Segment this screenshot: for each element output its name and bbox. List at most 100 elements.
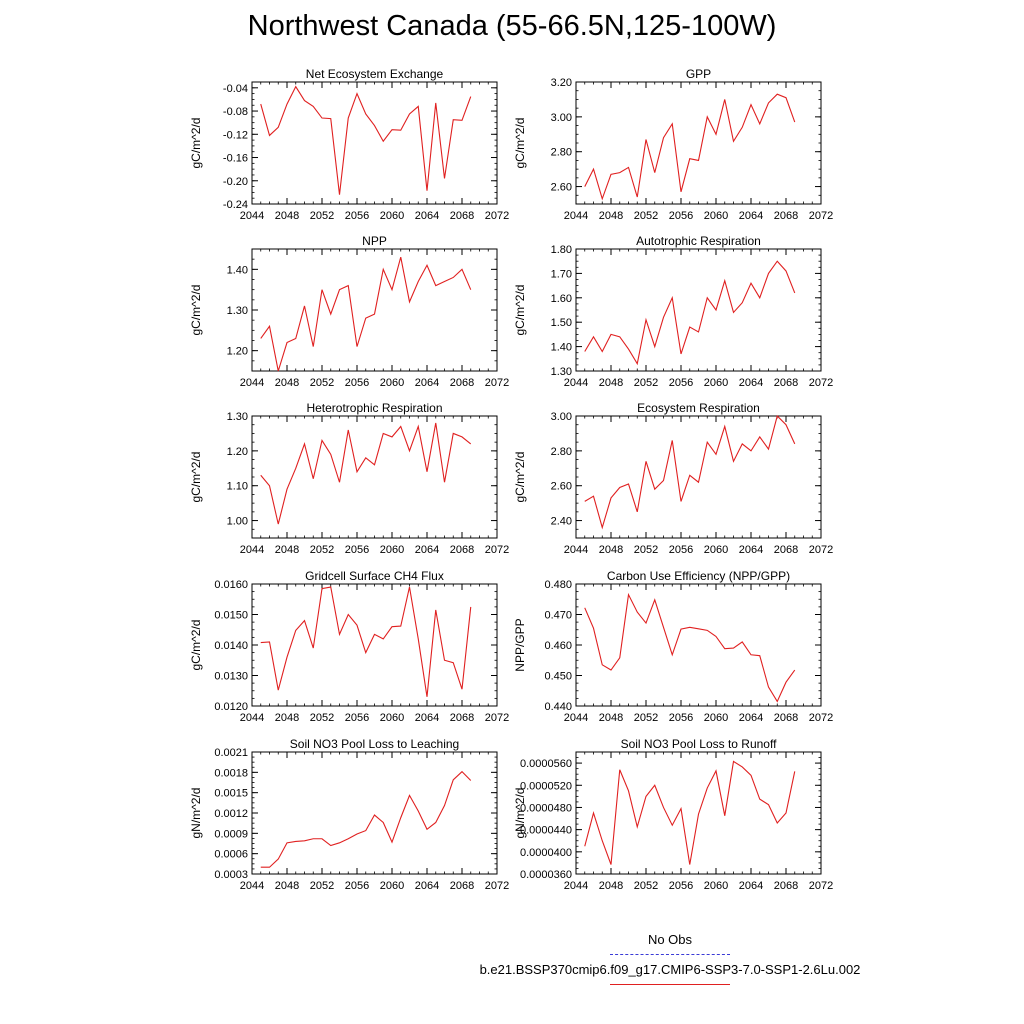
- x-tick-label: 2056: [345, 880, 369, 892]
- chart-panel-1: GPP gC/m^2/d 2044 2048 2052 2056 2060 2064 2068 2…: [513, 67, 833, 222]
- y-tick-label: 0.0120: [214, 701, 248, 713]
- x-tick-label: 2060: [704, 544, 728, 556]
- y-tick-label: 0.0140: [214, 640, 248, 652]
- y-axis-label: gC/m^2/d: [513, 118, 527, 169]
- plot-frame: [251, 415, 498, 539]
- y-tick-label: 0.0021: [214, 747, 248, 759]
- x-tick-label: 2052: [310, 544, 334, 556]
- x-tick-label: 2068: [450, 210, 474, 222]
- y-tick-label: 1.30: [227, 411, 248, 423]
- x-tick-label: 2052: [634, 880, 658, 892]
- panel-title: Ecosystem Respiration: [637, 401, 760, 415]
- y-tick-label: 1.00: [227, 516, 248, 528]
- y-tick-label: 3.00: [551, 112, 572, 124]
- x-tick-label: 2060: [704, 210, 728, 222]
- plot-frame: [575, 248, 822, 372]
- series-line: [584, 414, 796, 530]
- y-axis-label: gC/m^2/d: [189, 620, 203, 671]
- x-tick-label: 2064: [415, 712, 439, 724]
- legend-obs-line: [610, 954, 730, 955]
- x-tick-label: 2064: [739, 712, 763, 724]
- x-tick-label: 2044: [564, 712, 588, 724]
- panel-title: Gridcell Surface CH4 Flux: [305, 569, 444, 583]
- y-tick-label: -0.20: [223, 176, 248, 188]
- x-tick-label: 2060: [704, 880, 728, 892]
- y-tick-label: -0.12: [223, 129, 248, 141]
- x-tick-label: 2072: [485, 544, 509, 556]
- plot-frame: [251, 751, 498, 875]
- x-tick-label: 2064: [415, 880, 439, 892]
- x-tick-label: 2048: [275, 377, 299, 389]
- y-tick-label: 0.0015: [214, 788, 248, 800]
- chart-panel-0: Net Ecosystem Exchange gC/m^2/d 2044 2048 20…: [189, 67, 509, 222]
- x-tick-label: 2068: [774, 712, 798, 724]
- y-tick-label: 0.0012: [214, 808, 248, 820]
- panel-title: Autotrophic Respiration: [636, 234, 761, 248]
- x-tick-label: 2044: [564, 544, 588, 556]
- y-tick-label: 0.0000400: [520, 847, 572, 859]
- x-tick-label: 2048: [275, 880, 299, 892]
- panel-title: Heterotrophic Respiration: [306, 401, 442, 415]
- x-tick-label: 2044: [564, 880, 588, 892]
- x-tick-label: 2044: [564, 377, 588, 389]
- y-tick-label: -0.08: [223, 106, 248, 118]
- y-tick-label: 1.50: [551, 317, 572, 329]
- y-tick-label: 0.0130: [214, 671, 248, 683]
- x-tick-label: 2064: [415, 544, 439, 556]
- y-tick-label: 1.40: [551, 342, 572, 354]
- x-tick-label: 2048: [599, 880, 623, 892]
- y-tick-label: 0.0000480: [520, 802, 572, 814]
- x-tick-label: 2060: [380, 712, 404, 724]
- x-tick-label: 2052: [634, 377, 658, 389]
- x-tick-label: 2068: [450, 377, 474, 389]
- plot-frame: [251, 583, 498, 707]
- legend-obs-label: No Obs: [647, 932, 693, 947]
- x-tick-label: 2056: [669, 712, 693, 724]
- y-tick-label: 3.20: [551, 77, 572, 89]
- x-tick-label: 2072: [809, 544, 833, 556]
- y-tick-label: 2.60: [551, 481, 572, 493]
- x-tick-label: 2072: [485, 210, 509, 222]
- y-tick-label: 1.30: [551, 366, 572, 378]
- legend-model-label: b.e21.BSSP370cmip6.f09_g17.CMIP6-SSP3-7.…: [479, 962, 861, 977]
- y-tick-label: 2.80: [551, 147, 572, 159]
- plot-frame: [575, 415, 822, 539]
- y-tick-label: -0.16: [223, 153, 248, 165]
- y-axis-label: gN/m^2/d: [513, 788, 527, 839]
- x-tick-label: 2060: [704, 377, 728, 389]
- y-tick-label: 2.60: [551, 182, 572, 194]
- x-tick-label: 2052: [310, 377, 334, 389]
- x-tick-label: 2044: [240, 880, 264, 892]
- y-axis-label: gN/m^2/d: [189, 788, 203, 839]
- y-tick-label: 0.0018: [214, 767, 248, 779]
- x-tick-label: 2052: [634, 712, 658, 724]
- x-tick-label: 2064: [739, 544, 763, 556]
- y-tick-label: 1.20: [227, 446, 248, 458]
- x-tick-label: 2044: [240, 377, 264, 389]
- series-line: [260, 85, 472, 195]
- x-tick-label: 2056: [669, 377, 693, 389]
- x-tick-label: 2048: [275, 544, 299, 556]
- x-tick-label: 2056: [345, 210, 369, 222]
- legend-model-line: [610, 984, 730, 985]
- x-tick-label: 2060: [380, 377, 404, 389]
- x-tick-label: 2048: [599, 712, 623, 724]
- y-tick-label: 1.30: [227, 305, 248, 317]
- y-axis-label: gC/m^2/d: [189, 118, 203, 169]
- x-tick-label: 2060: [380, 880, 404, 892]
- y-tick-label: 1.60: [551, 293, 572, 305]
- plot-frame: [575, 583, 822, 707]
- x-tick-label: 2068: [450, 544, 474, 556]
- x-tick-label: 2052: [310, 210, 334, 222]
- x-tick-label: 2072: [485, 377, 509, 389]
- y-tick-label: 0.480: [544, 579, 572, 591]
- x-tick-label: 2060: [380, 544, 404, 556]
- x-tick-label: 2044: [240, 210, 264, 222]
- x-tick-label: 2056: [345, 544, 369, 556]
- plot-frame: [575, 81, 822, 205]
- y-tick-label: 0.450: [544, 671, 572, 683]
- x-tick-label: 2052: [310, 880, 334, 892]
- y-axis-label: gC/m^2/d: [189, 452, 203, 503]
- x-tick-label: 2064: [415, 377, 439, 389]
- x-tick-label: 2064: [739, 377, 763, 389]
